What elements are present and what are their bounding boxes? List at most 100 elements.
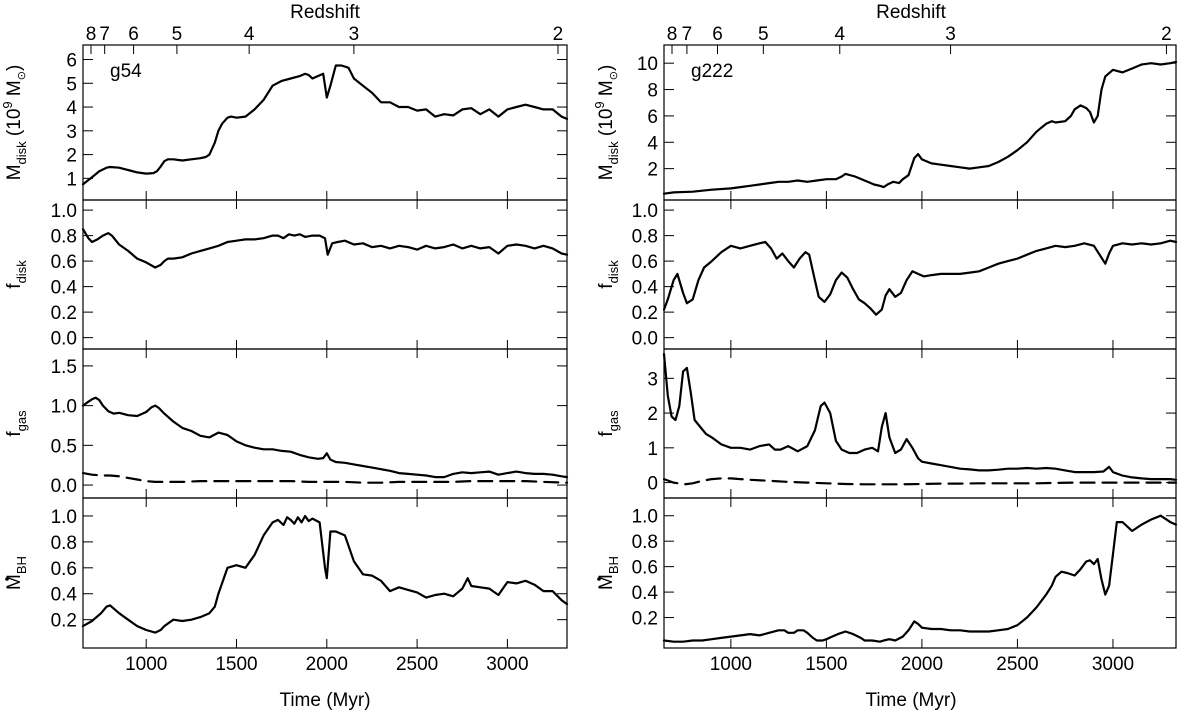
redshift-axis-label: Redshift bbox=[876, 2, 946, 23]
redshift-tick-label: 7 bbox=[99, 24, 110, 45]
series-line bbox=[81, 514, 569, 634]
y-label-unit: M bbox=[4, 80, 25, 101]
y-tick-label: 4 bbox=[647, 133, 658, 154]
panel-frame bbox=[663, 348, 1177, 499]
series-line bbox=[662, 514, 1178, 643]
y-tick-label: 6 bbox=[647, 107, 658, 128]
y-tick-label: 1.0 bbox=[51, 397, 77, 418]
series-line bbox=[662, 60, 1178, 195]
y-tick-label: 1 bbox=[66, 169, 77, 190]
y-label-subscript: BH bbox=[606, 556, 621, 574]
y-label-base: M bbox=[4, 574, 25, 590]
y-tick-label: 1 bbox=[647, 439, 658, 460]
series-line bbox=[662, 239, 1178, 316]
y-label-subscript: gas bbox=[606, 410, 621, 431]
x-tick-label: 3000 bbox=[1092, 654, 1134, 675]
y-tick-label: 1.0 bbox=[51, 201, 77, 222]
y-tick-label: 3 bbox=[66, 122, 77, 143]
series-line bbox=[81, 396, 569, 479]
y-label-subscript: disk bbox=[606, 141, 621, 165]
y-tick-label: 0.2 bbox=[51, 303, 77, 324]
y-label-subscript: disk bbox=[14, 260, 29, 284]
redshift-axis-label: Redshift bbox=[290, 2, 360, 23]
solar-symbol: ⊙ bbox=[608, 71, 620, 80]
redshift-tick-label: 3 bbox=[349, 24, 360, 45]
y-label-unit-open: (10 bbox=[596, 109, 617, 142]
redshift-tick-label: 6 bbox=[128, 24, 139, 45]
y-tick-label: 0.5 bbox=[51, 436, 77, 457]
dashed-series-line bbox=[662, 477, 1178, 486]
y-tick-label: 1.5 bbox=[51, 357, 77, 378]
panel-fgas: 0 1 2 3 fgas bbox=[596, 348, 1178, 499]
y-tick-label: 0.4 bbox=[632, 583, 659, 604]
panel-frame bbox=[82, 44, 568, 201]
y-label-unit-close: ) bbox=[596, 65, 617, 71]
dashed-series-line bbox=[81, 472, 569, 484]
y-tick-label: 0.8 bbox=[632, 532, 658, 553]
y-label-unit-close: ) bbox=[4, 65, 25, 71]
x-tick-label: 1000 bbox=[710, 654, 752, 675]
y-axis-label: fdisk bbox=[596, 260, 621, 289]
y-axis-label: Mdisk (109 M⊙) bbox=[0, 65, 29, 181]
y-label-base: M bbox=[4, 164, 25, 180]
y-label-base: M bbox=[596, 164, 617, 180]
x-tick-label: 3000 bbox=[486, 654, 528, 675]
y-tick-label: 10 bbox=[637, 54, 658, 75]
x-tick-label: 2500 bbox=[396, 654, 438, 675]
panel-fdisk: 0.0 0.2 0.4 0.6 0.8 1.0 fdisk bbox=[4, 199, 569, 350]
y-axis-label: fdisk bbox=[4, 260, 29, 289]
y-axis-label: MBH bbox=[4, 556, 29, 590]
y-label-base: f bbox=[596, 431, 617, 437]
y-tick-label: 0.2 bbox=[51, 611, 77, 632]
redshift-tick-label: 7 bbox=[682, 24, 693, 45]
y-tick-label: 0.6 bbox=[632, 558, 658, 579]
y-tick-label: 0.8 bbox=[51, 533, 77, 554]
y-label-base: f bbox=[4, 283, 25, 289]
y-tick-label: 1.0 bbox=[51, 507, 77, 528]
redshift-tick-label: 2 bbox=[553, 24, 564, 45]
y-tick-label: 0.0 bbox=[51, 329, 77, 350]
y-tick-label: 2 bbox=[647, 404, 658, 425]
x-tick-label: 2500 bbox=[996, 654, 1038, 675]
panel-fgas: 0.0 0.5 1.0 1.5 fgas bbox=[4, 348, 569, 499]
y-label-unit-open: (10 bbox=[4, 109, 25, 142]
y-tick-label: 6 bbox=[66, 51, 77, 72]
y-label-subscript: BH bbox=[14, 556, 29, 574]
panel-fdisk: 0.0 0.2 0.4 0.6 0.8 1.0 fdisk bbox=[596, 199, 1178, 350]
panel-mdot: 0.2 0.4 0.6 0.8 1.0 MBH bbox=[596, 497, 1178, 649]
y-axis-label: Mdisk (109 M⊙) bbox=[592, 65, 621, 181]
dot-accent bbox=[597, 577, 601, 581]
y-tick-label: 0.2 bbox=[632, 609, 658, 630]
y-label-subscript: gas bbox=[14, 410, 29, 431]
y-tick-label: 0.2 bbox=[632, 303, 658, 324]
x-tick-label: 2000 bbox=[901, 654, 943, 675]
galaxy-id-label: g54 bbox=[110, 61, 142, 82]
y-label-base: M bbox=[596, 574, 617, 590]
redshift-tick-label: 3 bbox=[945, 24, 956, 45]
panel-mdot: 0.2 0.4 0.6 0.8 1.0 MBH bbox=[4, 497, 569, 649]
y-tick-label: 0.8 bbox=[632, 227, 658, 248]
redshift-tick-label: 5 bbox=[172, 24, 183, 45]
y-label-unit: M bbox=[596, 80, 617, 101]
y-tick-label: 2 bbox=[647, 160, 658, 181]
series-line bbox=[662, 352, 1178, 481]
y-tick-label: 0.0 bbox=[51, 476, 77, 497]
redshift-tick-label: 2 bbox=[1161, 24, 1172, 45]
y-tick-label: 3 bbox=[647, 369, 658, 390]
series-line bbox=[81, 64, 569, 186]
y-tick-label: 0.6 bbox=[51, 252, 77, 273]
redshift-tick-label: 4 bbox=[834, 24, 845, 45]
redshift-tick-label: 4 bbox=[244, 24, 255, 45]
x-axis-label: Time (Myr) bbox=[279, 690, 370, 711]
y-label-base: f bbox=[596, 283, 617, 289]
y-label-superscript: 9 bbox=[592, 101, 607, 108]
y-label-superscript: 9 bbox=[0, 101, 15, 108]
panel-frame bbox=[82, 497, 568, 649]
y-label-base: f bbox=[4, 431, 25, 437]
panel-frame bbox=[663, 44, 1177, 201]
y-tick-label: 0.0 bbox=[632, 329, 658, 350]
redshift-tick-label: 8 bbox=[667, 24, 678, 45]
